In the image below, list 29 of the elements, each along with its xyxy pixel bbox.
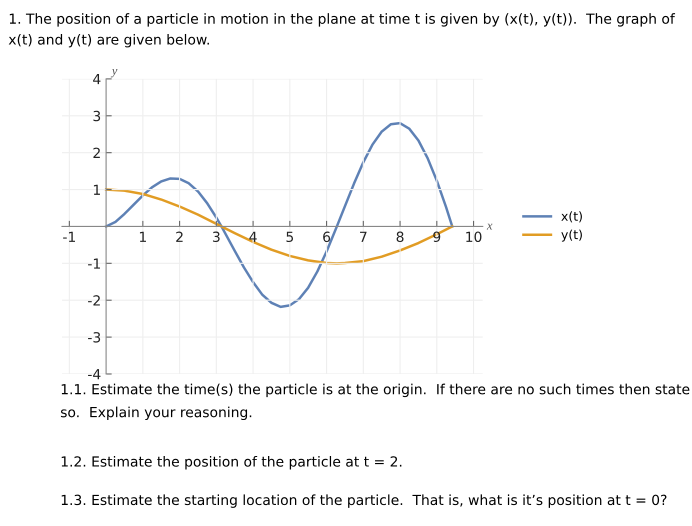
legend-label: x(t) bbox=[561, 211, 582, 222]
x-tick-label: -1 bbox=[63, 232, 75, 242]
x-axis-title: x bbox=[486, 224, 492, 230]
y-tick-label: 2 bbox=[93, 148, 100, 158]
y-tick-label: -3 bbox=[88, 332, 100, 343]
y-axis-title: y bbox=[110, 68, 118, 78]
text: 1.1. Estimate the time(s) the particle is at the origin. If there are no such times then state so. Explain your reasoning. bbox=[60, 384, 690, 420]
x-tick-label: 3 bbox=[212, 232, 220, 242]
y-tick-label: -1 bbox=[88, 258, 100, 269]
text: 1.2. Estimate the position of the particle at t = 2. bbox=[62, 456, 402, 470]
x-tick-label: 4 bbox=[249, 232, 257, 242]
x-tick-label: 10 bbox=[466, 232, 482, 242]
text: 1.3. Estimate the starting location of the particle. That is, what is it’s position at t = 0? bbox=[62, 494, 666, 508]
y-tick-label: 3 bbox=[93, 110, 100, 122]
legend-label: y(t) bbox=[561, 230, 582, 242]
x-tick-label: 9 bbox=[433, 232, 440, 242]
y-tick-label: 1 bbox=[94, 184, 100, 195]
chart-title: 1. The position of a particle in motion in the plane at time t is given by (x(t), y(t)). The graph of x(t) and y(t) are given below. bbox=[8, 13, 676, 48]
x-tick-label: 1 bbox=[140, 232, 146, 242]
x-tick-label: 6 bbox=[323, 232, 330, 242]
y-tick-label: -2 bbox=[88, 295, 100, 306]
x-tick-label: 8 bbox=[396, 232, 404, 242]
line-series bbox=[104, 188, 454, 265]
y-tick-label: -4 bbox=[88, 369, 100, 380]
x-tick-label: 2 bbox=[176, 232, 183, 242]
line-series bbox=[104, 122, 454, 308]
x-tick-label: 7 bbox=[360, 232, 367, 242]
x-tick-label: 5 bbox=[286, 232, 294, 242]
y-tick-label: 4 bbox=[93, 74, 100, 84]
